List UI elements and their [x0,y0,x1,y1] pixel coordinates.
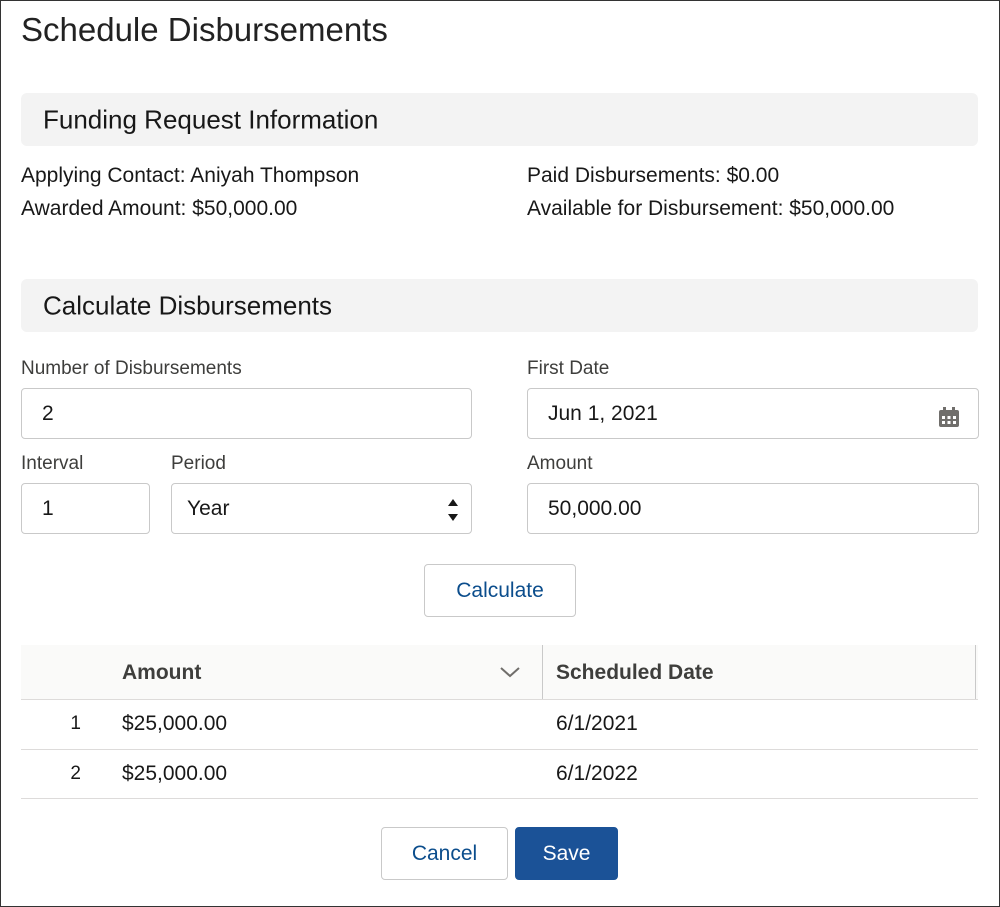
field-label: Applying Contact: [21,164,186,187]
page-title: Schedule Disbursements [21,11,388,48]
table-row: 1 $25,000.00 6/1/2021 [21,699,978,750]
row-number: 1 [70,713,81,734]
field-value: $50,000.00 [192,197,298,220]
period-select[interactable]: Year [171,483,472,534]
field-value: Aniyah Thompson [190,164,360,187]
row-number: 2 [70,763,81,784]
field: Paid Disbursements: $0.00 [527,164,779,188]
section-title: Funding Request Information [43,104,379,134]
data-table: Amount Scheduled Date 1 $25,000.00 6/1/2… [21,645,978,799]
date-value: Jun 1, 2021 [548,402,658,425]
calculate-button[interactable]: Calculate [424,564,576,617]
number-input[interactable]: 2 [21,388,472,439]
input-label: Interval [21,453,84,474]
field: Awarded Amount: $50,000.00 [21,197,297,221]
field-value: $0.00 [726,164,780,187]
cancel-button[interactable]: Cancel [381,827,508,880]
field-label: Awarded Amount: [21,197,187,220]
input-label: Period [171,453,226,474]
date-input[interactable]: Jun 1, 2021 [527,388,979,439]
input-label: First Date [527,358,610,379]
column-divider [975,645,976,699]
section-title: Calculate Disbursements [43,290,333,320]
field-value: $50,000.00 [789,197,895,220]
input-label: Amount [527,453,593,474]
column-header[interactable]: Scheduled Date [556,661,714,684]
save-button[interactable]: Save [515,827,618,880]
cell: $25,000.00 [122,762,228,785]
field: Applying Contact: Aniyah Thompson [21,164,359,188]
field-label: Available for Disbursement: [527,197,784,220]
column-divider [542,645,543,699]
table-row: 2 $25,000.00 6/1/2022 [21,749,978,799]
calendar-icon[interactable] [938,406,960,428]
column-header[interactable]: Amount [122,661,202,684]
field: Available for Disbursement: $50,000.00 [527,197,894,221]
sort-chevron[interactable] [499,665,521,679]
cell: 6/1/2021 [556,712,638,735]
interval-input[interactable]: 1 [21,483,150,534]
cell: $25,000.00 [122,712,228,735]
section-header: Funding Request Information [21,93,978,146]
select-value: Year [187,497,230,520]
cell: 6/1/2022 [556,762,638,785]
input-label: Number of Disbursements [21,358,242,379]
field-label: Paid Disbursements: [527,164,721,187]
amount-input[interactable]: 50,000.00 [527,483,979,534]
select-arrows [448,499,458,521]
section-header: Calculate Disbursements [21,279,978,332]
table-header [21,645,978,700]
